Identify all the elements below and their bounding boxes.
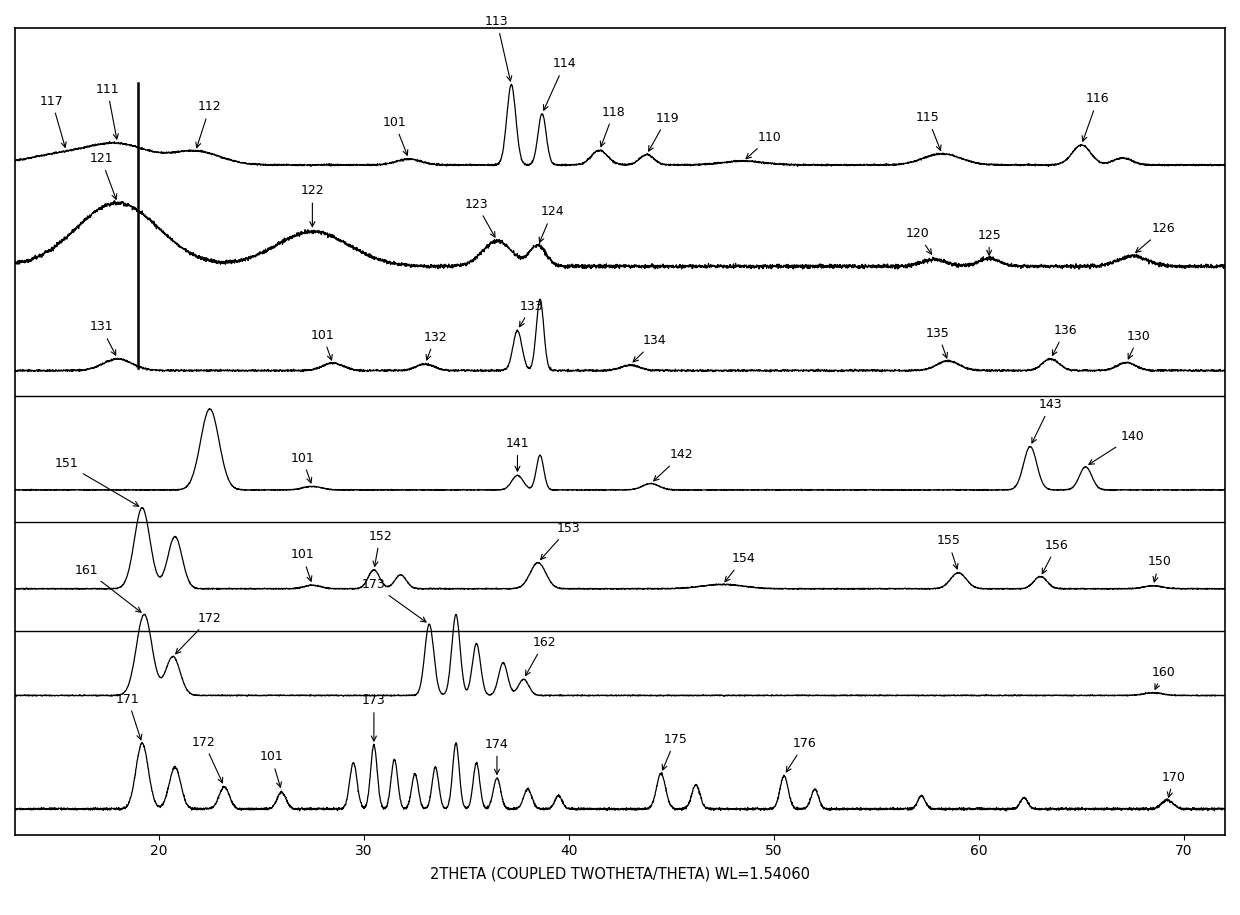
Text: 114: 114	[543, 58, 577, 110]
Text: 110: 110	[746, 131, 781, 158]
Text: 111: 111	[95, 82, 119, 139]
Text: 173: 173	[362, 578, 427, 622]
Text: 122: 122	[300, 185, 324, 227]
Text: 120: 120	[905, 227, 931, 254]
Text: 171: 171	[115, 693, 141, 739]
Text: 173: 173	[362, 694, 386, 741]
Text: 101: 101	[290, 548, 314, 581]
Text: 121: 121	[89, 152, 117, 199]
Text: 115: 115	[916, 111, 941, 150]
Text: 154: 154	[725, 552, 755, 582]
Text: 172: 172	[176, 612, 222, 653]
Text: 161: 161	[74, 564, 141, 612]
Text: 170: 170	[1162, 770, 1185, 797]
Text: 151: 151	[55, 458, 139, 506]
Text: 130: 130	[1127, 329, 1151, 359]
Text: 174: 174	[485, 737, 508, 774]
Text: 135: 135	[926, 327, 950, 358]
Text: 133: 133	[520, 300, 543, 327]
Text: 150: 150	[1147, 555, 1172, 582]
Text: 113: 113	[485, 15, 512, 81]
Text: 160: 160	[1152, 665, 1176, 689]
Text: 131: 131	[89, 320, 115, 355]
Text: 153: 153	[541, 522, 580, 559]
Text: 101: 101	[290, 451, 314, 483]
Text: 126: 126	[1136, 222, 1176, 253]
Text: 123: 123	[465, 198, 495, 237]
Text: 176: 176	[786, 737, 816, 772]
Text: 116: 116	[1083, 92, 1110, 141]
Text: 142: 142	[653, 448, 693, 480]
Text: 152: 152	[368, 530, 392, 566]
Text: 141: 141	[506, 436, 529, 471]
Text: 156: 156	[1043, 539, 1069, 574]
Text: 175: 175	[662, 733, 687, 770]
Text: 172: 172	[192, 736, 223, 783]
Text: 140: 140	[1089, 430, 1145, 465]
Text: 124: 124	[539, 206, 564, 242]
Text: 112: 112	[196, 101, 222, 147]
Text: 117: 117	[40, 94, 66, 147]
Text: 125: 125	[977, 229, 1001, 255]
Text: 101: 101	[259, 750, 283, 787]
Text: 134: 134	[634, 334, 667, 362]
Text: 119: 119	[649, 112, 680, 151]
Text: 118: 118	[600, 105, 626, 146]
Text: 101: 101	[382, 116, 408, 156]
Text: 101: 101	[311, 328, 335, 361]
Text: 155: 155	[936, 534, 960, 569]
Text: 132: 132	[424, 331, 448, 360]
Text: 162: 162	[526, 636, 556, 675]
Text: 136: 136	[1053, 324, 1076, 355]
X-axis label: 2THETA (COUPLED TWOTHETA/THETA) WL=1.54060: 2THETA (COUPLED TWOTHETA/THETA) WL=1.540…	[430, 867, 810, 882]
Text: 143: 143	[1032, 398, 1063, 443]
